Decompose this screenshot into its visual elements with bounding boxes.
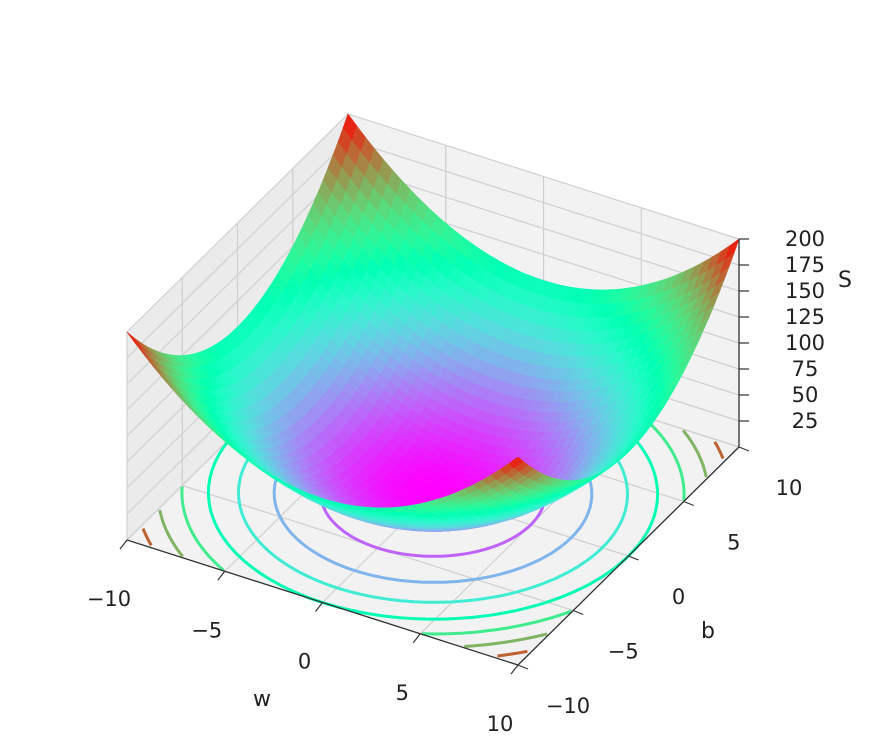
b-tick-mark	[628, 555, 639, 561]
x-axis-label: w	[253, 687, 271, 712]
y-axis-label: b	[701, 619, 715, 644]
contour-line	[464, 632, 548, 648]
w-tick-mark	[217, 570, 226, 581]
w-tick-label: −10	[87, 587, 131, 611]
w-tick-mark	[412, 633, 421, 644]
b-tick-label: 10	[776, 476, 803, 500]
z-axis-label: S	[838, 268, 852, 293]
w-tick-label: 10	[487, 712, 514, 736]
w-tick-mark	[510, 664, 519, 675]
b-tick-label: −5	[608, 640, 639, 664]
contour-line	[641, 415, 686, 501]
b-tick-label: −10	[546, 694, 590, 718]
surface-mesh	[126, 113, 740, 532]
w-tick-label: 0	[298, 650, 311, 674]
contour-line	[713, 440, 725, 460]
z-tick-label: 100	[785, 331, 825, 355]
contour-line	[422, 609, 573, 636]
z-tick-label: 50	[792, 383, 819, 407]
z-tick-label: 200	[785, 227, 825, 251]
contour-line	[158, 509, 184, 558]
contour-line	[682, 429, 708, 478]
contour-line	[180, 486, 225, 572]
z-tick-label: 75	[792, 357, 819, 381]
b-tick-mark	[573, 609, 584, 616]
b-tick-mark	[683, 500, 694, 507]
w-tick-mark	[315, 602, 323, 612]
z-tick-label: 125	[785, 305, 825, 329]
contour-line	[141, 527, 153, 547]
z-tick-label: 175	[785, 253, 825, 277]
b-tick-label: 0	[672, 585, 685, 609]
b-tick-mark	[738, 446, 750, 452]
w-tick-mark	[119, 539, 128, 550]
b-tick-label: 5	[727, 531, 740, 555]
b-tick-mark	[517, 664, 529, 670]
z-tick-label: 25	[792, 409, 819, 433]
w-tick-label: −5	[191, 618, 222, 642]
w-tick-label: 5	[396, 681, 409, 705]
contour-line	[497, 649, 528, 658]
z-tick-label: 150	[785, 279, 825, 303]
surface-patch	[508, 456, 524, 469]
